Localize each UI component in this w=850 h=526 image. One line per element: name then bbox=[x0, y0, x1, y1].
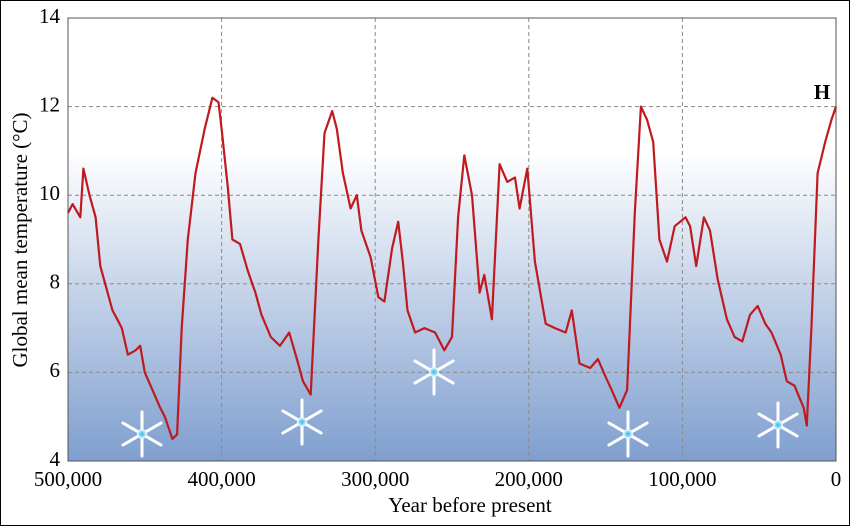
x-axis-label: Year before present bbox=[388, 493, 552, 517]
x-tick-label: 500,000 bbox=[34, 467, 102, 491]
snowflake bbox=[121, 410, 163, 458]
snowflake bbox=[413, 348, 455, 396]
snowflakes bbox=[121, 348, 799, 458]
plot-area bbox=[68, 18, 836, 461]
snowflake-center bbox=[297, 417, 307, 427]
snowflake-center bbox=[429, 367, 439, 377]
snowflake bbox=[607, 410, 649, 458]
snowflake-center bbox=[623, 429, 633, 439]
snowflake-center bbox=[773, 420, 783, 430]
x-tick-label: 300,000 bbox=[341, 467, 409, 491]
annotation: H bbox=[814, 80, 830, 104]
y-tick-label: 14 bbox=[39, 4, 61, 28]
temperature-line bbox=[67, 96, 838, 440]
y-tick-label: 12 bbox=[39, 92, 60, 116]
snowflake-center bbox=[137, 429, 147, 439]
y-axis-label: Global mean temperature (°C) bbox=[8, 112, 32, 367]
y-tick-label: 6 bbox=[50, 358, 61, 382]
snowflake bbox=[757, 401, 799, 449]
x-tick-label: 200,000 bbox=[495, 467, 563, 491]
x-tick-label: 0 bbox=[831, 467, 842, 491]
y-tick-label: 4 bbox=[50, 447, 61, 471]
x-tick-label: 400,000 bbox=[187, 467, 255, 491]
x-tick-label: 100,000 bbox=[648, 467, 716, 491]
y-tick-label: 10 bbox=[39, 181, 60, 205]
y-tick-label: 8 bbox=[50, 270, 61, 294]
plot-border bbox=[67, 17, 837, 462]
snowflake bbox=[281, 398, 323, 446]
